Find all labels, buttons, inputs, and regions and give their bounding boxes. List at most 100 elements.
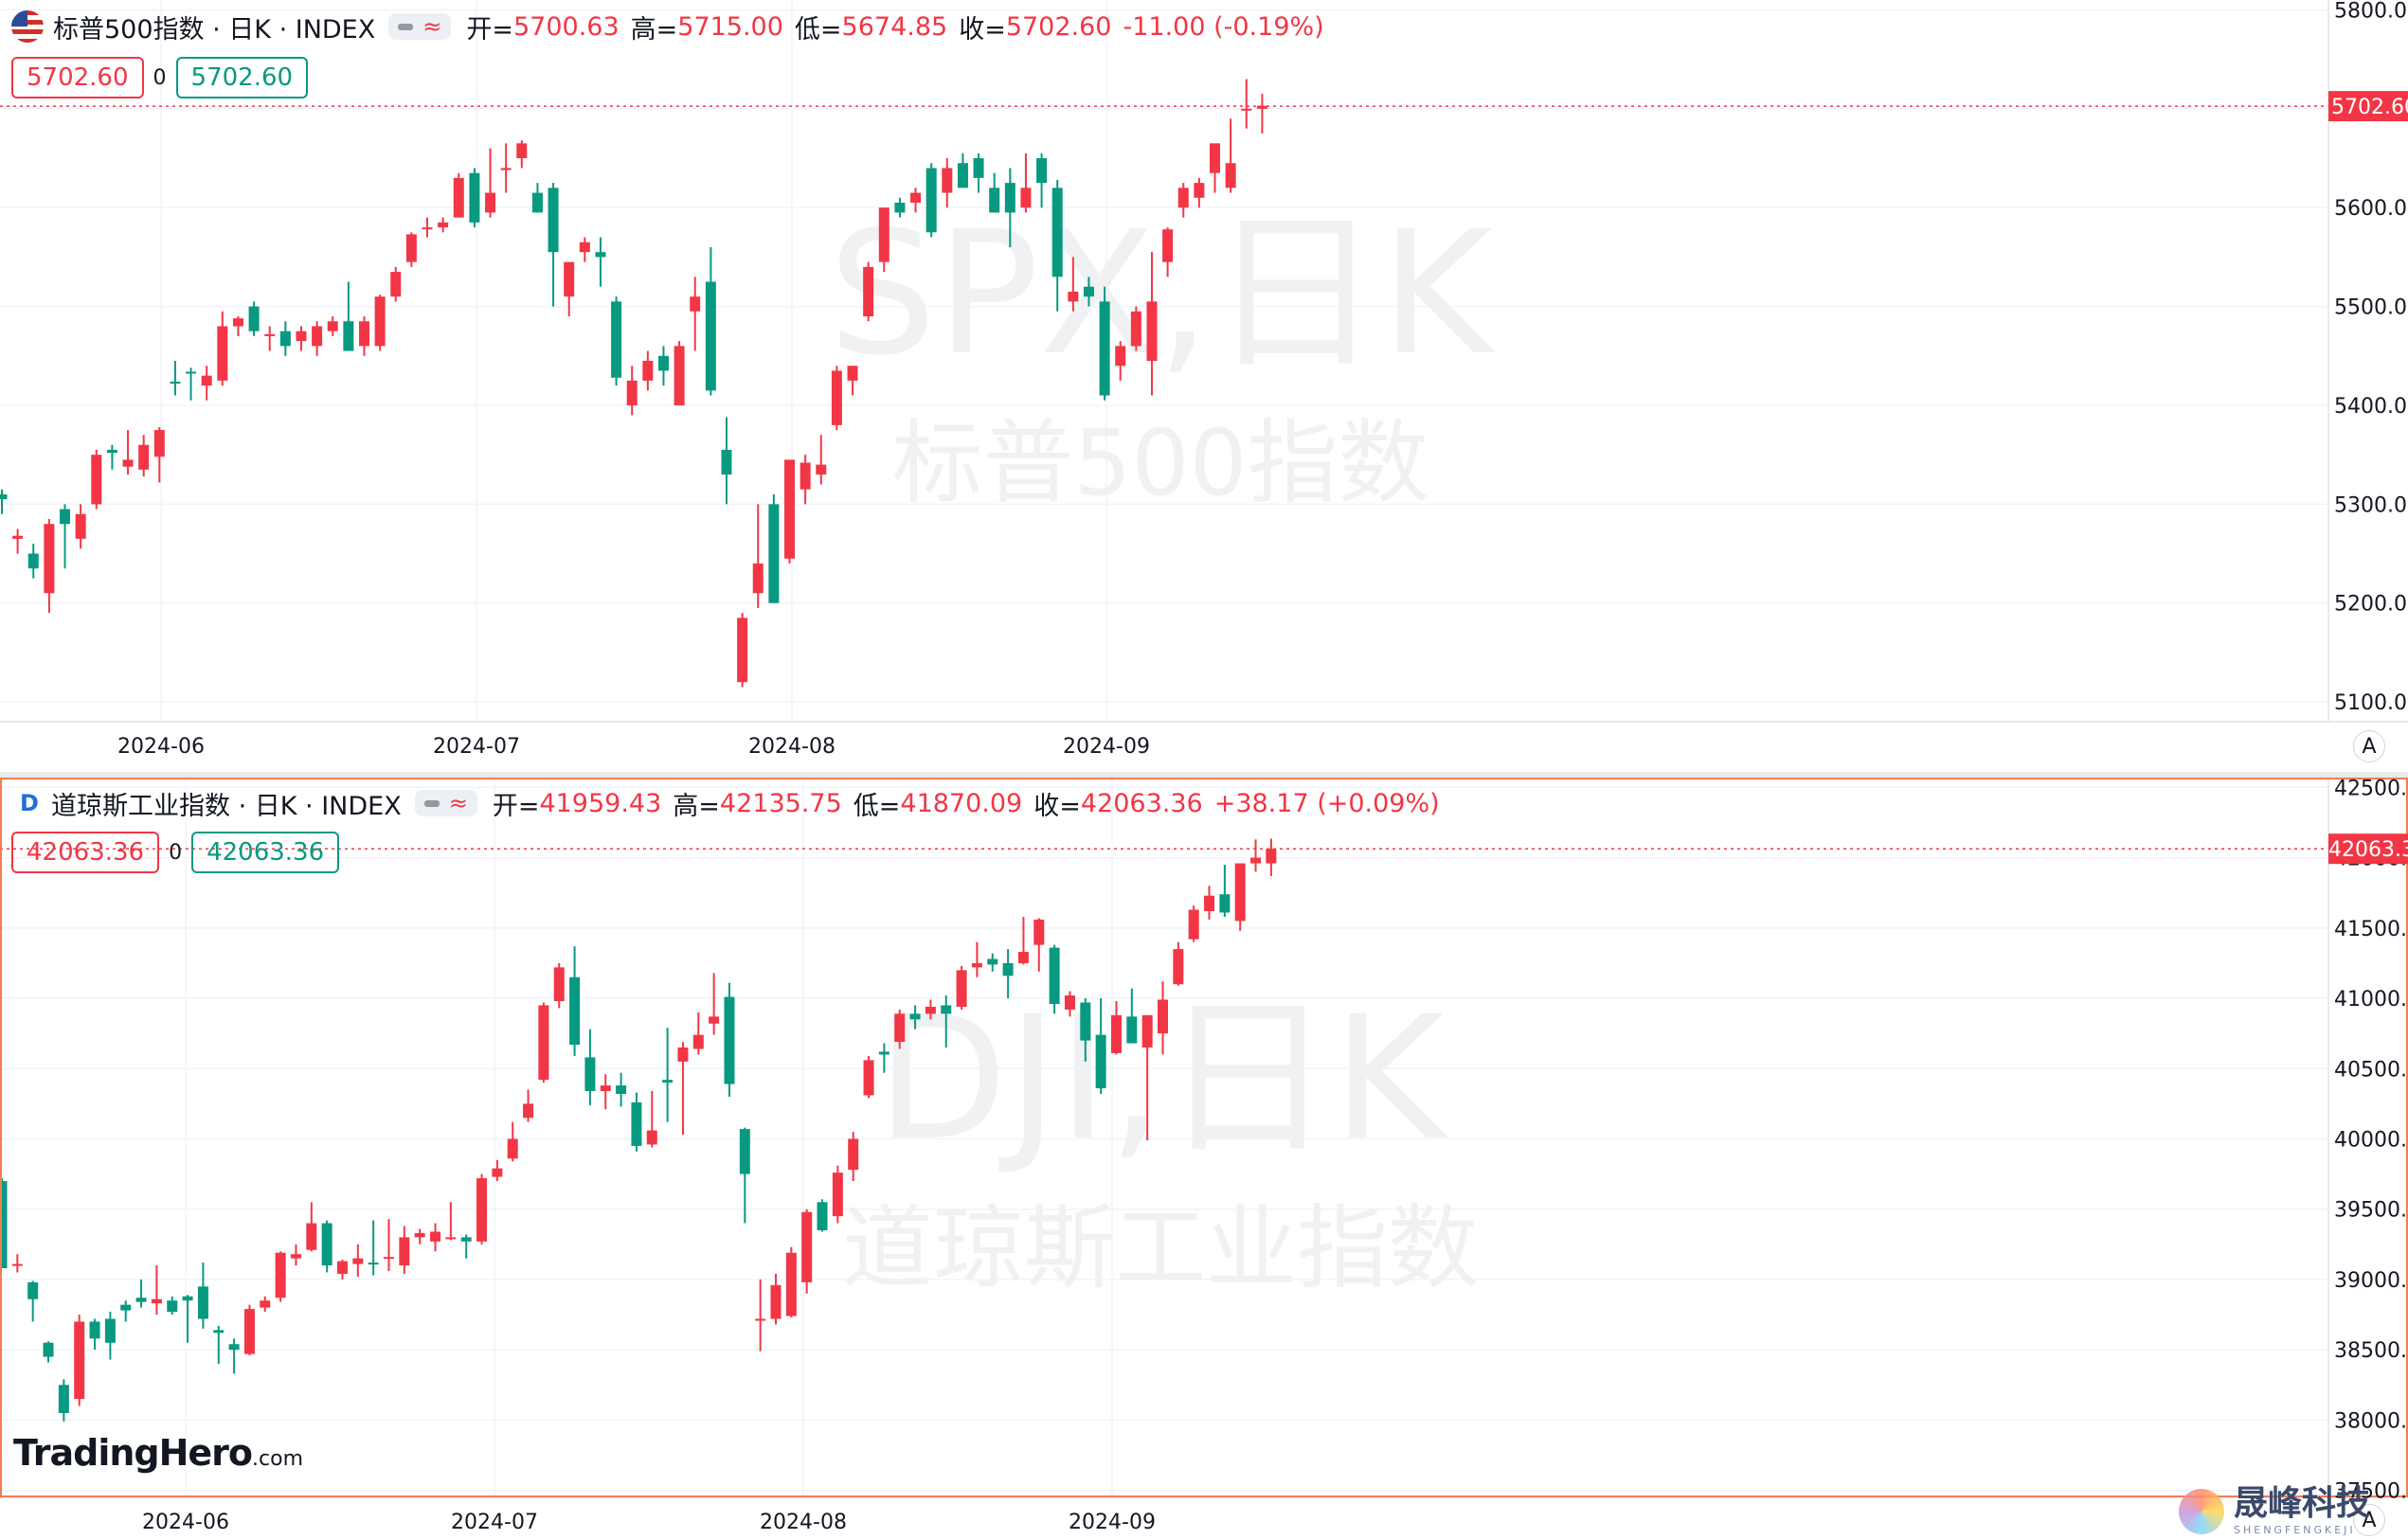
- dji-buy-price[interactable]: 42063.36: [191, 832, 340, 873]
- candle-body: [1225, 163, 1236, 188]
- candle: [1188, 905, 1199, 942]
- y-tick-label: 37500.00: [2334, 1480, 2408, 1504]
- candle: [243, 1304, 255, 1356]
- spx-settings-pill[interactable]: ≈: [388, 13, 452, 40]
- candle-body: [390, 272, 402, 297]
- candle-body: [739, 1129, 750, 1174]
- spx-time-axis[interactable]: 2024-06 2024-07 2024-08 2024-09: [117, 735, 1150, 759]
- spx-change: -11.00 (-0.19%): [1123, 11, 1324, 42]
- candle-body: [343, 321, 354, 351]
- candle: [1266, 838, 1277, 876]
- candle-body: [878, 1051, 890, 1055]
- dji-time-axis[interactable]: 2024-06 2024-07 2024-08 2024-09: [142, 1511, 1156, 1534]
- candle-body: [1110, 1014, 1122, 1053]
- candle: [739, 1127, 750, 1224]
- candle-body: [138, 444, 150, 470]
- candle-body: [151, 1298, 162, 1304]
- candle: [784, 459, 795, 564]
- y-tick-label: 5600.00: [2334, 197, 2408, 221]
- candle: [368, 1220, 379, 1276]
- candle-body: [1241, 108, 1252, 111]
- candle: [264, 326, 276, 351]
- candle: [201, 366, 212, 401]
- candle: [956, 965, 967, 1010]
- candle-body: [1219, 894, 1231, 913]
- candle: [0, 489, 8, 514]
- candle-body: [973, 158, 984, 178]
- candle-body: [120, 1304, 132, 1311]
- dji-chart-pane[interactable]: DJI,日K 道琼斯工业指数 37500.0038000.0038500.003…: [0, 778, 2408, 1540]
- candle-body: [89, 1321, 100, 1339]
- dji-watermark-name: 道琼斯工业指数: [842, 1195, 1479, 1301]
- candle: [878, 207, 890, 273]
- candle-body: [1188, 909, 1199, 940]
- candle: [1234, 863, 1246, 931]
- candle: [135, 1279, 147, 1308]
- candle: [831, 366, 842, 431]
- candle: [863, 1055, 874, 1099]
- candle: [438, 217, 449, 233]
- approx-icon[interactable]: ≈: [448, 790, 468, 816]
- spx-watermark-name: 标普500指数: [891, 410, 1429, 516]
- y-tick-label: 5500.00: [2334, 296, 2408, 320]
- candle-body: [122, 459, 134, 467]
- candle-body: [358, 321, 369, 347]
- candle-body: [135, 1298, 147, 1302]
- spx-chart-pane[interactable]: SPX,日K 标普500指数 5100.00 5200.00 5300.00 5400…: [0, 0, 2408, 772]
- spx-price-axis[interactable]: 5100.00 5200.00 5300.00 5400.00 5500.00 5600.…: [2334, 0, 2408, 715]
- candle-body: [1083, 286, 1094, 297]
- candle-body: [170, 381, 181, 385]
- spx-sell-price[interactable]: 5702.60: [11, 57, 144, 98]
- candle-body: [1036, 158, 1048, 184]
- spx-close-value: 5702.60: [1005, 11, 1112, 42]
- spx-buy-price[interactable]: 5702.60: [175, 57, 309, 98]
- candle-body: [399, 1237, 410, 1266]
- dji-logo-icon: D: [20, 790, 39, 816]
- y-tick-label: 38000.00: [2334, 1409, 2408, 1433]
- candle: [60, 504, 71, 569]
- candle-body: [460, 1237, 472, 1242]
- candle-body: [642, 361, 654, 381]
- watermark-en: SHENGFENGKEJI: [2234, 1524, 2356, 1536]
- candle-body: [44, 524, 55, 594]
- candle-body: [1051, 188, 1063, 278]
- minus-icon[interactable]: [398, 23, 414, 30]
- candle: [516, 140, 528, 169]
- candle-body: [374, 296, 386, 347]
- candle: [492, 1159, 503, 1182]
- candle-body: [1017, 952, 1029, 963]
- candle-body: [27, 1281, 39, 1299]
- candle: [662, 1028, 674, 1122]
- minus-icon[interactable]: [423, 799, 440, 807]
- dji-auto-scale-button[interactable]: A: [2353, 1504, 2385, 1536]
- dji-high-label: 高=: [673, 791, 720, 821]
- x-tick-label: 2024-06: [142, 1511, 229, 1534]
- candle-body: [1250, 857, 1262, 864]
- candle: [453, 172, 464, 218]
- candle: [43, 1341, 54, 1363]
- candle: [564, 261, 575, 317]
- candle-body: [414, 1232, 425, 1238]
- candle-body: [768, 504, 780, 603]
- candle: [1256, 94, 1267, 134]
- candle: [863, 261, 874, 322]
- candle-body: [956, 970, 967, 1007]
- candle: [460, 1234, 472, 1259]
- candle-body: [106, 449, 117, 454]
- dji-settings-pill[interactable]: ≈: [414, 790, 477, 816]
- candle: [1162, 227, 1174, 278]
- pane-separator[interactable]: [0, 772, 2408, 778]
- candle-body: [848, 1138, 859, 1171]
- approx-icon[interactable]: ≈: [422, 13, 442, 40]
- candle-body: [167, 1300, 178, 1313]
- candle-body: [909, 1013, 921, 1020]
- candle-body: [553, 967, 565, 1002]
- candle: [75, 504, 86, 549]
- dji-last-price-value: 42063.36: [2328, 838, 2408, 862]
- candle-body: [492, 1168, 503, 1177]
- spx-auto-scale-button[interactable]: A: [2353, 730, 2385, 762]
- candle-body: [677, 1048, 689, 1062]
- dji-sell-price[interactable]: 42063.36: [11, 832, 160, 873]
- candle: [847, 366, 858, 396]
- candle-body: [290, 1254, 301, 1259]
